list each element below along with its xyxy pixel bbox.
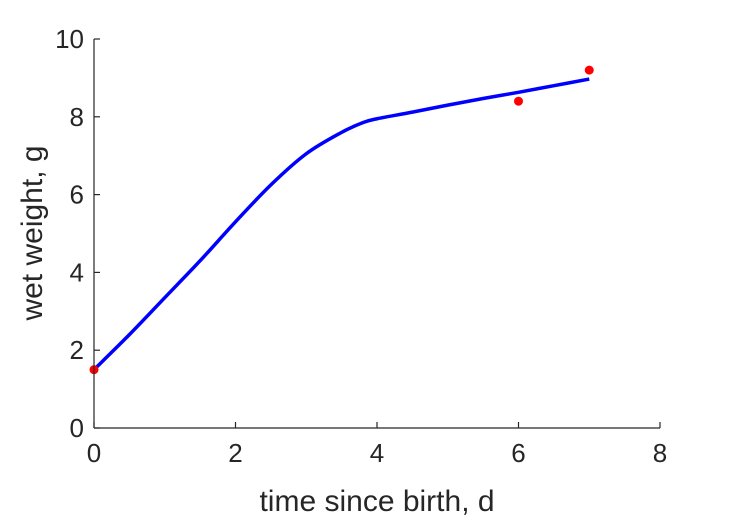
x-tick-label: 0 [87,438,101,468]
y-tick-label: 6 [70,180,84,210]
data-point [514,96,523,106]
x-axis-label: time since birth, d [259,485,494,518]
x-tick-label: 6 [511,438,525,468]
x-tick-label: 4 [370,438,384,468]
data-point [584,65,594,75]
x-tick-label: 2 [228,438,242,468]
y-tick-label: 0 [70,413,84,443]
chart-marks [89,65,594,375]
model-curve-line [92,77,590,371]
y-tick-label: 2 [70,335,84,365]
y-ticks: 0 2 4 6 8 10 [55,24,100,443]
x-ticks: 0 2 4 6 8 [87,422,667,468]
y-tick-label: 10 [55,24,84,54]
y-tick-label: 4 [70,257,84,287]
chart-axes [93,39,660,429]
y-tick-label: 8 [70,102,84,132]
x-tick-label: 8 [653,438,667,468]
y-axis-label: wet weight, g [16,145,49,321]
